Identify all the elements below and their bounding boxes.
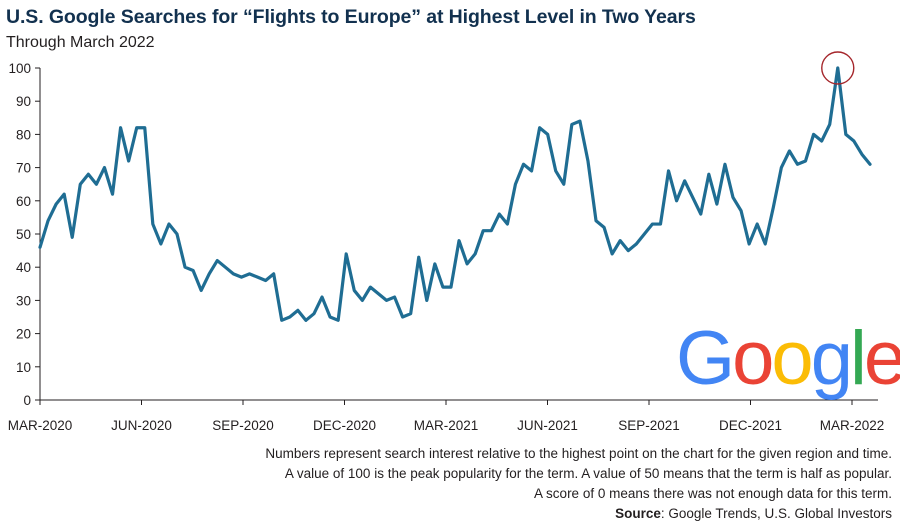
google-logo-letter: l	[850, 316, 864, 401]
x-tick-label: JUN-2020	[111, 418, 172, 433]
source-line: Source: Google Trends, U.S. Global Inves…	[132, 504, 892, 524]
y-tick-label: 0	[23, 393, 31, 408]
google-logo-letter: g	[811, 316, 850, 401]
y-tick-label: 60	[16, 194, 31, 209]
series-line	[38, 66, 872, 322]
y-axis: 0 10 20 30 40 50 60 70 80 90 100	[8, 61, 41, 408]
google-logo: Google	[676, 316, 900, 401]
x-tick-label: MAR-2022	[820, 418, 885, 433]
y-tick-label: 40	[16, 260, 31, 275]
google-logo-letter: G	[676, 316, 732, 401]
footnotes: Numbers represent search interest relati…	[132, 444, 892, 524]
x-tick-label: DEC-2021	[719, 418, 782, 433]
y-tick-label: 20	[16, 327, 31, 342]
source-label: Source	[615, 506, 661, 521]
x-tick-label: JUN-2021	[517, 418, 578, 433]
y-tick-label: 50	[16, 227, 31, 242]
peak-highlight-circle	[821, 51, 855, 85]
x-tick-label: SEP-2020	[212, 418, 274, 433]
chart-title: U.S. Google Searches for “Flights to Eur…	[6, 6, 696, 28]
y-tick-label: 70	[16, 161, 31, 176]
chart-subtitle: Through March 2022	[6, 34, 155, 51]
footnote-line: A value of 100 is the peak popularity fo…	[284, 466, 892, 481]
x-tick-label: DEC-2020	[313, 418, 376, 433]
x-tick-label: MAR-2020	[8, 418, 73, 433]
y-tick-label: 80	[16, 127, 31, 142]
google-logo-letter: o	[732, 316, 772, 401]
google-logo-letter: o	[771, 316, 811, 401]
footnote-line: A score of 0 means there was not enough …	[534, 486, 892, 501]
x-tick-label: MAR-2021	[414, 418, 479, 433]
series-layer	[38, 51, 872, 322]
google-logo-letter: e	[864, 316, 900, 401]
y-tick-label: 100	[8, 61, 31, 76]
google-logo-wordmark: Google	[676, 316, 900, 401]
source-text: : Google Trends, U.S. Global Investors	[660, 506, 892, 521]
y-tick-label: 90	[16, 94, 31, 109]
y-tick-label: 30	[16, 293, 31, 308]
y-tick-label: 10	[16, 360, 31, 375]
footnote-line: Numbers represent search interest relati…	[265, 446, 892, 461]
x-tick-label: SEP-2021	[618, 418, 680, 433]
x-axis: MAR-2020 JUN-2020 SEP-2020 DEC-2020 MAR-2021…	[8, 399, 885, 433]
